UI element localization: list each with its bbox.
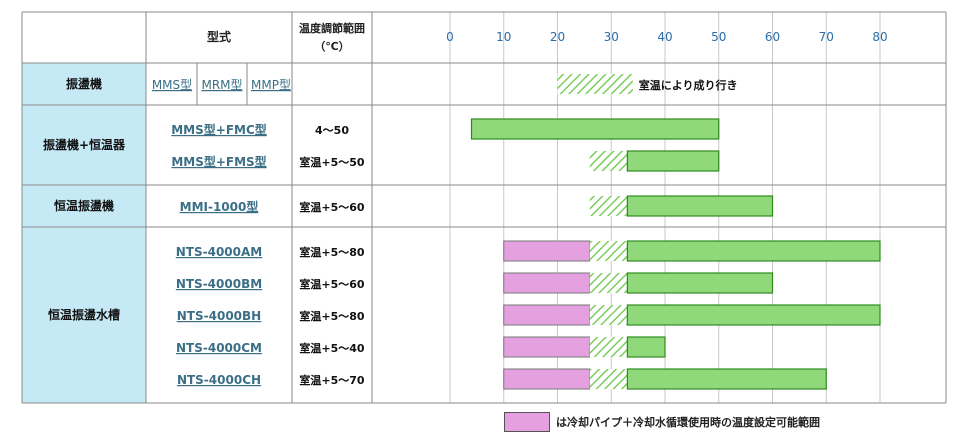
axis-tick-label-50: 50: [711, 30, 726, 44]
model-link-2-0[interactable]: MMI-1000型: [180, 199, 259, 214]
model-link-1-0[interactable]: MMS型+FMC型: [171, 122, 267, 137]
axis-tick-label-10: 10: [496, 30, 511, 44]
bar-pink-3-3-0: [503, 336, 591, 358]
bar-pink-3-2-0: [503, 304, 591, 326]
range-text-3-2: 室温+5～80: [299, 309, 365, 323]
range-text-1-0: 4～50: [315, 124, 349, 137]
bar-green-3-1-2: [626, 272, 774, 294]
model-link-3-2[interactable]: NTS-4000BH: [177, 309, 261, 323]
legend-label: は冷却パイプ＋冷却水循環使用時の温度設定可能範囲: [556, 416, 820, 429]
model-link-0-0-2[interactable]: MMP型: [251, 78, 291, 92]
axis-tick-label-20: 20: [550, 30, 565, 44]
range-text-3-0: 室温+5～80: [299, 245, 365, 259]
axis-tick-label-80: 80: [872, 30, 887, 44]
range-text-3-3: 室温+5～40: [299, 341, 365, 355]
bar-hatch-3-1-1: [589, 273, 628, 293]
bar-green-2-0-1: [626, 195, 774, 217]
group-label-3: 恒温振盪水槽: [48, 307, 120, 322]
bar-hatch-0-0-0: [557, 74, 633, 94]
bar-green-1-0-0: [470, 118, 720, 140]
bar-hatch-1-1-0: [589, 151, 628, 171]
axis-tick-label-30: 30: [604, 30, 619, 44]
axis-tick-label-0: 0: [446, 30, 454, 44]
note-text-0-0: 室温により成り行き: [639, 78, 738, 92]
model-link-3-3[interactable]: NTS-4000CM: [176, 341, 262, 355]
header-model: 型式: [207, 29, 231, 44]
group-label-0: 振盪機: [66, 76, 102, 91]
model-link-1-1[interactable]: MMS型+FMS型: [171, 154, 266, 169]
model-link-0-0-1[interactable]: MRM型: [201, 78, 242, 92]
range-text-1-1: 室温+5～50: [299, 155, 365, 169]
bar-pink-3-4-0: [503, 368, 591, 390]
axis-tick-label-40: 40: [657, 30, 672, 44]
model-link-3-4[interactable]: NTS-4000CH: [177, 373, 261, 387]
range-text-3-1: 室温+5～60: [299, 277, 365, 291]
bar-hatch-3-0-1: [589, 241, 628, 261]
bar-green-3-3-2: [626, 336, 666, 358]
bar-green-3-4-2: [626, 368, 827, 390]
bar-green-1-1-1: [626, 150, 720, 172]
bar-hatch-3-3-1: [589, 337, 628, 357]
bar-green-3-0-2: [626, 240, 881, 262]
range-text-2-0: 室温+5～60: [299, 200, 365, 214]
model-link-3-1[interactable]: NTS-4000BM: [176, 277, 262, 291]
axis-tick-label-60: 60: [765, 30, 780, 44]
bar-hatch-3-4-1: [589, 369, 628, 389]
group-label-1: 振盪機+恒温器: [43, 137, 126, 152]
group-label-2: 恒温振盪機: [54, 198, 114, 213]
bar-green-3-2-2: [626, 304, 881, 326]
legend-swatch-cooling: [504, 412, 550, 432]
group-cell-0: [22, 63, 146, 105]
model-link-3-0[interactable]: NTS-4000AM: [176, 245, 262, 259]
model-link-0-0-0[interactable]: MMS型: [152, 78, 192, 92]
group-cell-3: [22, 227, 146, 403]
bar-hatch-2-0-0: [589, 196, 628, 216]
group-cell-1: [22, 105, 146, 185]
range-text-3-4: 室温+5～70: [299, 373, 365, 387]
bar-pink-3-0-0: [503, 240, 591, 262]
legend: は冷却パイプ＋冷却水循環使用時の温度設定可能範囲: [504, 412, 820, 432]
bar-hatch-3-2-1: [589, 305, 628, 325]
header-range-line2: （℃）: [314, 40, 349, 53]
group-cell-2: [22, 185, 146, 227]
axis-tick-label-70: 70: [819, 30, 834, 44]
bar-pink-3-1-0: [503, 272, 591, 294]
header-range-line1: 温度調節範囲: [299, 21, 365, 35]
